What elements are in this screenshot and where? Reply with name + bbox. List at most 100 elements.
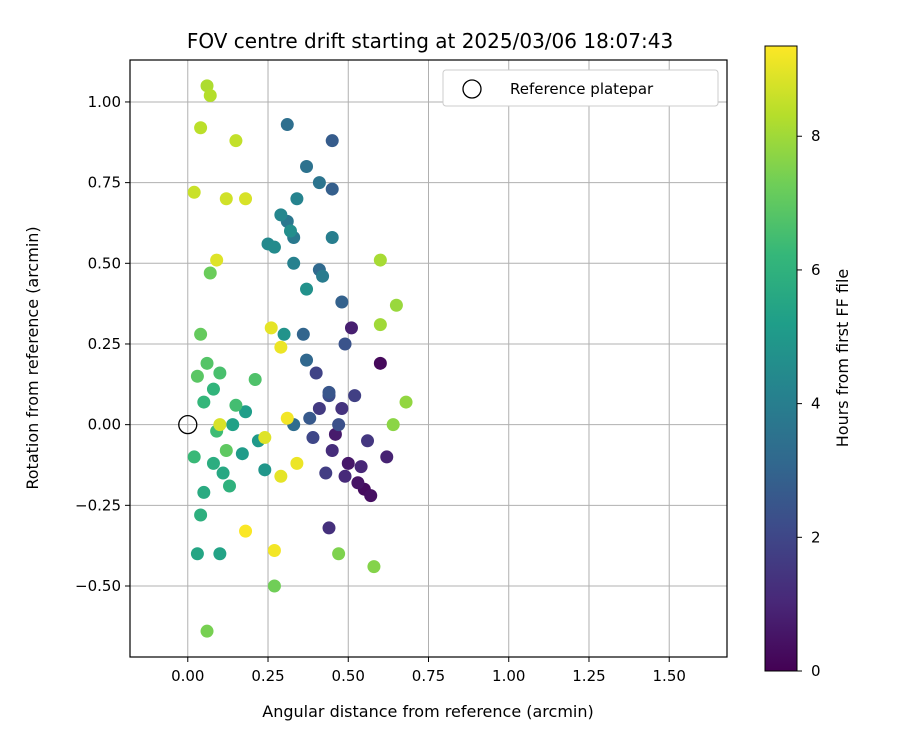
colorbar-tick-label: 2 — [811, 528, 821, 546]
data-point — [248, 372, 262, 386]
x-axis-ticks: 0.00 0.25 0.50 0.75 1.00 1.25 1.50 — [171, 657, 686, 685]
colorbar-label: Hours from first FF file — [833, 269, 852, 448]
data-point — [386, 418, 400, 432]
y-tick-label: 0.00 — [88, 416, 121, 434]
data-point — [338, 337, 352, 351]
data-point — [219, 443, 233, 457]
legend-marker-reference — [462, 79, 482, 99]
data-point — [306, 431, 320, 445]
data-point — [280, 118, 294, 132]
data-point — [223, 479, 236, 493]
colorbar: 0 2 4 6 8 Hours from first FF file — [764, 45, 852, 680]
data-point — [312, 402, 326, 416]
data-point — [239, 524, 253, 538]
data-point — [373, 318, 387, 332]
data-point — [200, 624, 214, 638]
data-point — [213, 547, 227, 561]
x-tick-label: 1.25 — [572, 667, 605, 685]
data-point — [219, 192, 233, 206]
data-point — [351, 476, 365, 490]
data-point — [274, 340, 288, 354]
chart-title: FOV centre drift starting at 2025/03/06 … — [187, 29, 673, 53]
data-point — [190, 547, 204, 561]
data-point — [399, 395, 413, 409]
data-point — [194, 508, 208, 522]
data-point — [226, 418, 240, 432]
reference-platepar-marker — [178, 415, 198, 435]
data-point — [267, 544, 281, 558]
data-point — [283, 224, 297, 238]
data-point — [197, 485, 211, 499]
y-tick-label: 0.75 — [88, 174, 121, 192]
data-point — [325, 443, 339, 457]
data-point — [187, 450, 201, 464]
data-point — [348, 389, 362, 403]
data-point — [361, 434, 375, 448]
data-point — [290, 456, 304, 470]
data-points — [178, 79, 413, 638]
data-point — [322, 521, 336, 535]
data-point — [277, 327, 291, 341]
data-point — [316, 269, 330, 283]
data-point — [206, 456, 220, 470]
data-point — [332, 547, 346, 561]
data-point — [344, 321, 358, 335]
data-point — [290, 192, 304, 206]
data-point — [258, 463, 272, 477]
data-point — [332, 418, 346, 432]
data-point — [264, 321, 278, 335]
x-tick-label: 1.00 — [492, 667, 525, 685]
colorbar-gradient — [764, 45, 798, 672]
data-point — [200, 356, 214, 370]
y-tick-label: 0.25 — [88, 335, 121, 353]
data-point — [206, 382, 220, 396]
data-point — [235, 447, 249, 461]
y-tick-label: −0.25 — [75, 496, 121, 514]
data-point — [203, 88, 217, 102]
data-point — [210, 253, 224, 267]
data-point — [309, 366, 323, 380]
data-point — [280, 411, 294, 425]
data-point — [239, 192, 253, 206]
x-axis-label: Angular distance from reference (arcmin) — [262, 702, 593, 721]
data-point — [312, 176, 326, 190]
x-tick-label: 0.75 — [412, 667, 445, 685]
x-tick-label: 1.50 — [653, 667, 686, 685]
data-point — [373, 253, 387, 267]
data-point — [300, 353, 314, 367]
data-point — [197, 395, 211, 409]
data-point — [213, 366, 227, 380]
data-point — [229, 398, 243, 412]
colorbar-ticks: 0 2 4 6 8 — [797, 127, 821, 680]
data-point — [364, 489, 378, 503]
data-point — [274, 469, 288, 483]
data-point — [325, 134, 339, 148]
data-point — [287, 256, 301, 270]
data-point — [322, 385, 336, 399]
data-point — [213, 418, 227, 432]
x-tick-label: 0.25 — [251, 667, 284, 685]
data-point — [300, 282, 314, 296]
data-point — [303, 411, 317, 425]
colorbar-tick-label: 8 — [811, 127, 821, 145]
data-point — [300, 159, 314, 173]
y-axis-label: Rotation from reference (arcmin) — [23, 226, 42, 489]
y-axis-ticks: −0.50 −0.25 0.00 0.25 0.50 0.75 1.00 — [75, 93, 130, 595]
data-point — [373, 356, 387, 370]
data-point — [187, 185, 201, 199]
data-point — [274, 208, 288, 222]
data-point — [341, 456, 355, 470]
colorbar-tick-label: 4 — [811, 395, 821, 413]
data-point — [338, 469, 352, 483]
data-point — [239, 405, 253, 419]
grid-lines — [130, 60, 727, 657]
data-point — [389, 298, 403, 312]
y-tick-label: −0.50 — [75, 577, 121, 595]
colorbar-tick-label: 6 — [811, 261, 821, 279]
data-point — [335, 402, 349, 416]
data-point — [296, 327, 310, 341]
data-point — [319, 466, 333, 480]
data-point — [190, 369, 204, 383]
data-point — [267, 240, 281, 254]
